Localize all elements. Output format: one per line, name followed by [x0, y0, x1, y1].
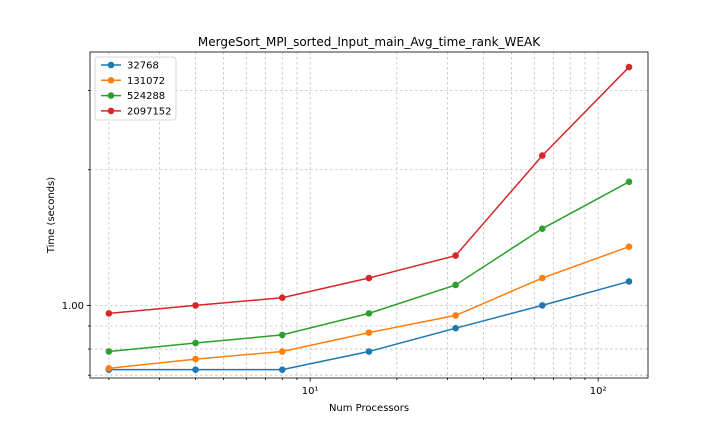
data-point [539, 225, 546, 232]
data-point [365, 274, 373, 282]
data-point [365, 348, 373, 355]
series-layer [105, 63, 633, 373]
legend-box [94, 56, 177, 121]
data-point [539, 302, 546, 309]
legend-label: 2097152 [127, 106, 172, 117]
plot-area [89, 51, 649, 379]
legend: 32768 131072 524288 2097152 [94, 56, 177, 121]
x-axis-label: Num Processors [329, 403, 409, 414]
x-tick-label: 10² [590, 386, 607, 397]
data-point [105, 348, 113, 355]
data-point [365, 310, 373, 317]
series-32768 [105, 278, 633, 373]
data-point [539, 152, 546, 159]
data-point [625, 178, 633, 186]
legend-entry: 524288 [101, 91, 165, 102]
y-axis-label: Time (seconds) [46, 177, 57, 254]
grid [90, 52, 648, 378]
series-524288 [105, 178, 633, 355]
legend-marker [107, 92, 115, 99]
chart-title: MergeSort_MPI_sorted_Input_main_Avg_time… [198, 35, 541, 49]
data-point [625, 278, 633, 285]
data-point [278, 348, 286, 355]
data-point [278, 366, 286, 373]
data-point [452, 281, 459, 289]
axis-ticks: 10¹ 10² 1.00 [62, 89, 607, 397]
x-tick-label: 10¹ [302, 386, 319, 397]
legend-entry: 32768 [101, 61, 159, 72]
series-131072 [105, 243, 633, 372]
y-tick-label: 1.00 [62, 301, 84, 312]
legend-marker [107, 61, 115, 69]
data-point [539, 274, 546, 282]
legend-label: 131072 [127, 76, 165, 87]
legend-marker [107, 107, 115, 115]
data-point [192, 366, 199, 373]
data-point [625, 243, 633, 250]
data-point [192, 355, 199, 363]
data-point [105, 310, 113, 317]
data-point [105, 365, 113, 372]
legend-marker [107, 77, 115, 84]
legend-entry: 2097152 [101, 106, 172, 117]
data-point [192, 339, 199, 347]
data-point [452, 312, 459, 319]
data-point [278, 331, 286, 339]
legend-label: 32768 [127, 61, 159, 72]
data-point [278, 294, 286, 302]
legend-label: 524288 [127, 91, 165, 102]
data-point [365, 329, 373, 336]
data-point [192, 302, 199, 309]
series-2097152 [105, 63, 633, 317]
data-point [452, 252, 459, 259]
legend-entry: 131072 [101, 76, 165, 87]
data-point [625, 63, 633, 71]
data-point [452, 324, 459, 332]
